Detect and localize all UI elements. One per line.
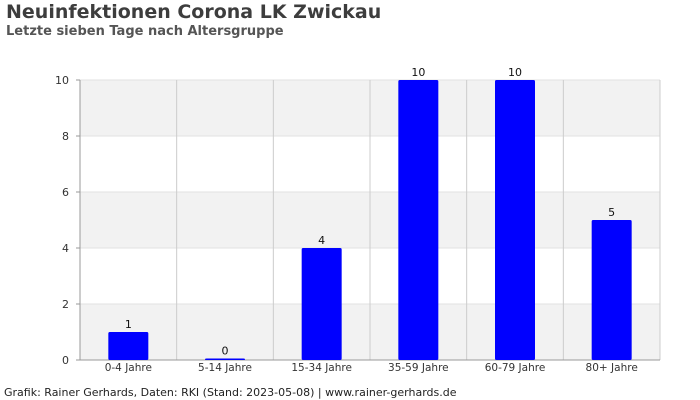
x-tick-label: 0-4 Jahre (105, 362, 152, 374)
x-tick-label: 35-59 Jahre (388, 362, 449, 374)
x-tick-label: 60-79 Jahre (485, 362, 546, 374)
data-label: 10 (411, 66, 425, 79)
bar (301, 248, 342, 360)
y-tick-label: 10 (55, 74, 69, 87)
data-label: 4 (318, 234, 325, 247)
bar (591, 220, 632, 360)
y-tick-label: 2 (62, 298, 69, 311)
y-tick-label: 0 (62, 354, 69, 367)
x-tick-label: 5-14 Jahre (198, 362, 252, 374)
data-label: 1 (125, 318, 132, 331)
y-tick-label: 8 (62, 130, 69, 143)
chart-title: Neuinfektionen Corona LK Zwickau (6, 1, 382, 23)
bar (495, 80, 535, 360)
y-tick-label: 4 (62, 242, 69, 255)
x-tick-label: 15-34 Jahre (291, 362, 352, 374)
chart-subtitle: Letzte sieben Tage nach Altersgruppe (6, 24, 284, 39)
footer-credit: Grafik: Rainer Gerhards, Daten: RKI (Sta… (4, 386, 457, 399)
bar (398, 80, 439, 360)
y-tick-label: 6 (62, 186, 69, 199)
bar (108, 332, 149, 360)
x-tick-label: 80+ Jahre (586, 362, 638, 374)
data-label: 0 (222, 345, 229, 358)
bar (205, 358, 245, 360)
data-label: 10 (508, 66, 522, 79)
data-label: 5 (608, 206, 615, 219)
